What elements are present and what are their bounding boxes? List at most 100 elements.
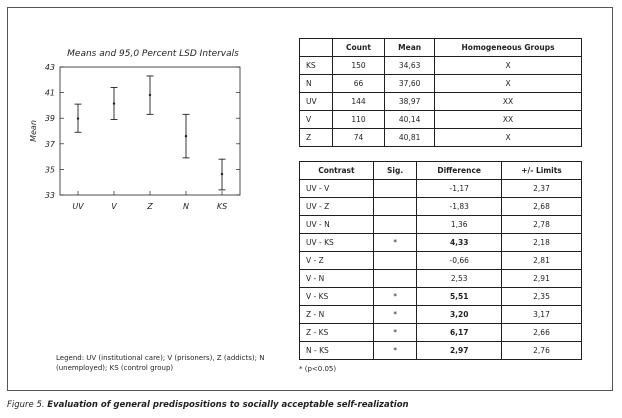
y-tick-label: 37 [45, 140, 56, 149]
chart-title: Means and 95,0 Percent LSD Intervals [67, 49, 239, 59]
limit-value: 2,91 [500, 269, 583, 288]
difference-value: 2,97 [416, 341, 502, 360]
figure-frame [7, 7, 613, 391]
limit-value: 2,68 [500, 197, 583, 216]
significance-marker: * [372, 341, 418, 360]
difference-value: 1,36 [416, 215, 502, 234]
contrast-row: N - KS * 2,97 2,76 [299, 341, 583, 360]
means-cell: 144 [331, 92, 386, 111]
contrast-column-header: Contrast [299, 161, 374, 180]
limit-value: 2,18 [500, 233, 583, 252]
means-cell: X [434, 128, 582, 147]
contrast-row: V - N 2,53 2,91 [299, 269, 583, 288]
significance-marker: * [372, 287, 418, 306]
contrast-table: Contrast Sig. Difference +/- Limits UV - V -… [299, 161, 583, 360]
significance-marker [372, 251, 418, 270]
caption-label: Figure 5. [7, 400, 45, 410]
means-column-header: Count [331, 38, 386, 57]
means-header-row: Count Mean Homogeneous Groups [299, 38, 582, 57]
contrast-name: Z - N [299, 305, 374, 324]
y-tick-label: 33 [45, 191, 55, 200]
y-tick-label: 35 [45, 165, 55, 174]
group-name: N [299, 74, 333, 93]
x-tick-label: UV [72, 202, 84, 211]
limit-value: 3,17 [500, 305, 583, 324]
means-column-header: Homogeneous Groups [434, 38, 582, 57]
contrast-row: UV - V -1,17 2,37 [299, 179, 583, 198]
mean-point [220, 172, 224, 176]
group-name: UV [299, 92, 333, 111]
group-name: KS [299, 56, 333, 75]
means-body: KS 150 34,63 X N 66 37,60 X UV 144 38,97 XX V 110 40,1… [299, 56, 582, 147]
contrast-name: Z - KS [299, 323, 374, 342]
contrast-name: N - KS [299, 341, 374, 360]
means-cell: 150 [331, 56, 386, 75]
limit-value: 2,35 [500, 287, 583, 306]
contrast-body: UV - V -1,17 2,37 UV - Z -1,83 2,68 UV - N 1,36… [299, 179, 583, 360]
contrast-name: V - KS [299, 287, 374, 306]
limit-value: 2,81 [500, 251, 583, 270]
means-cell: 40,81 [384, 128, 436, 147]
contrast-column-header: +/- Limits [500, 161, 583, 180]
significance-marker [372, 269, 418, 288]
legend-text: Legend: UV (institutional care); V (pris… [56, 354, 265, 372]
figure-caption: Figure 5. Evaluation of general predispo… [7, 400, 409, 410]
limit-value: 2,76 [500, 341, 583, 360]
means-column-header: Mean [384, 38, 436, 57]
contrast-name: UV - V [299, 179, 374, 198]
significance-marker: * [372, 323, 418, 342]
means-cell: X [434, 74, 582, 93]
means-cell: 110 [331, 110, 386, 129]
y-tick-label: 43 [45, 63, 55, 72]
contrast-name: UV - Z [299, 197, 374, 216]
x-tick-label: V [111, 202, 117, 211]
mean-point [148, 93, 152, 97]
x-tick-label: KS [217, 202, 227, 211]
contrast-column-header: Sig. [372, 161, 418, 180]
caption-text: Evaluation of general predispositions to… [47, 400, 409, 410]
difference-value: -1,17 [416, 179, 502, 198]
contrast-header-row: Contrast Sig. Difference +/- Limits [299, 161, 583, 180]
limit-value: 2,78 [500, 215, 583, 234]
difference-value: 6,17 [416, 323, 502, 342]
means-table: Count Mean Homogeneous Groups KS 150 34,63 X N… [299, 38, 582, 147]
contrast-row: UV - KS * 4,33 2,18 [299, 233, 583, 252]
mean-point [184, 134, 188, 138]
significance-marker: * [372, 305, 418, 324]
limit-value: 2,66 [500, 323, 583, 342]
means-row: N 66 37,60 X [299, 74, 582, 93]
means-row: Z 74 40,81 X [299, 128, 582, 147]
group-name: Z [299, 128, 333, 147]
limit-value: 2,37 [500, 179, 583, 198]
difference-value: 2,53 [416, 269, 502, 288]
difference-value: -1,83 [416, 197, 502, 216]
significance-marker [372, 215, 418, 234]
y-tick-label: 39 [45, 114, 55, 123]
x-tick-label: N [183, 202, 189, 211]
y-axis-label: Mean [29, 120, 38, 142]
means-column-header [299, 38, 333, 57]
difference-value: 4,33 [416, 233, 502, 252]
means-cell: XX [434, 92, 582, 111]
group-name: V [299, 110, 333, 129]
difference-value: 3,20 [416, 305, 502, 324]
means-cell: 66 [331, 74, 386, 93]
contrast-row: Z - KS * 6,17 2,66 [299, 323, 583, 342]
lsd-interval-chart: 33 35 37 39 41 43 Mean UV V Z N KS [29, 63, 241, 211]
means-cell: 40,14 [384, 110, 436, 129]
means-cell: XX [434, 110, 582, 129]
contrast-name: V - Z [299, 251, 374, 270]
significance-marker: * [372, 233, 418, 252]
means-row: UV 144 38,97 XX [299, 92, 582, 111]
contrast-name: V - N [299, 269, 374, 288]
contrast-row: V - KS * 5,51 2,35 [299, 287, 583, 306]
means-row: V 110 40,14 XX [299, 110, 582, 129]
difference-value: -0,66 [416, 251, 502, 270]
means-cell: X [434, 56, 582, 75]
footnote: * (p<0.05) [299, 365, 337, 373]
means-cell: 34,63 [384, 56, 436, 75]
contrast-row: UV - Z -1,83 2,68 [299, 197, 583, 216]
x-tick-label: Z [146, 202, 153, 211]
contrast-name: UV - N [299, 215, 374, 234]
contrast-row: Z - N * 3,20 3,17 [299, 305, 583, 324]
